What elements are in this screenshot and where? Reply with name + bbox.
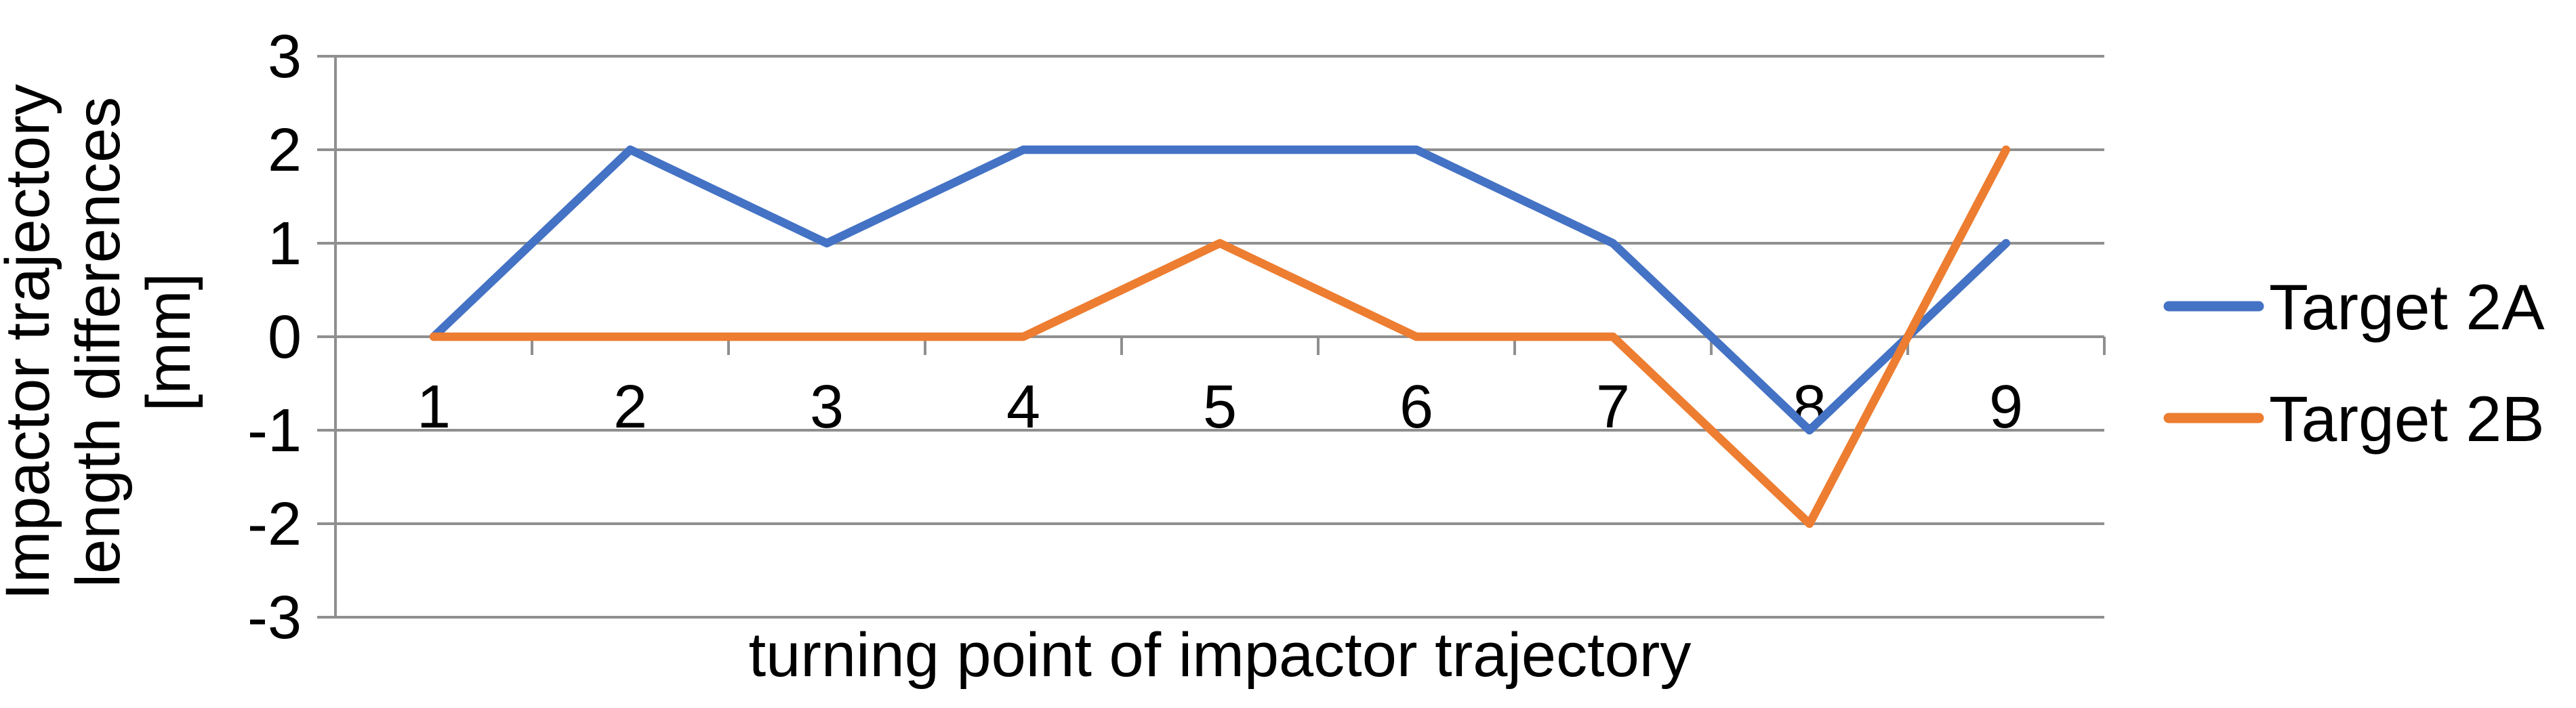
y-axis-title-line-2: length differences <box>64 97 133 588</box>
series-layer <box>429 145 2011 528</box>
x-tick-label-4: 4 <box>1006 373 1040 441</box>
y-tick-label-0: 0 <box>268 304 302 371</box>
x-tick-label-5: 5 <box>1203 373 1237 441</box>
axes-layer <box>317 55 2106 619</box>
legend-label-target-2b: Target 2B <box>2269 383 2545 455</box>
y-axis-title-line-1: Impactor trajectory <box>0 84 62 600</box>
x-axis-title: turning point of impactor trajectory <box>749 621 1692 690</box>
y-tick-label--2: -2 <box>247 491 302 558</box>
y-axis-title-line-3: [mm] <box>134 273 203 411</box>
y-tick-label-1: 1 <box>268 210 302 278</box>
series-line-target-2a <box>429 145 2011 435</box>
y-tick-label-3: 3 <box>268 23 302 91</box>
x-tick-label-6: 6 <box>1399 373 1433 441</box>
x-tick-label-9: 9 <box>1989 373 2023 441</box>
legend-entry-target-2a: Target 2A <box>2163 272 2545 343</box>
y-tick-label--1: -1 <box>247 397 302 465</box>
legend: Target 2A Target 2B <box>2163 272 2545 455</box>
y-tick-label-2: 2 <box>268 117 302 184</box>
series-line-target-2b <box>429 145 2011 528</box>
x-tick-label-3: 3 <box>810 373 844 441</box>
legend-label-target-2a: Target 2A <box>2269 272 2545 343</box>
x-tick-label-1: 1 <box>417 373 451 441</box>
x-tick-label-7: 7 <box>1596 373 1630 441</box>
legend-entry-target-2b: Target 2B <box>2163 383 2545 455</box>
x-tick-label-2: 2 <box>613 373 647 441</box>
y-tick-label--3: -3 <box>247 584 302 652</box>
y-axis-title: Impactor trajectory length differences [… <box>0 84 203 600</box>
